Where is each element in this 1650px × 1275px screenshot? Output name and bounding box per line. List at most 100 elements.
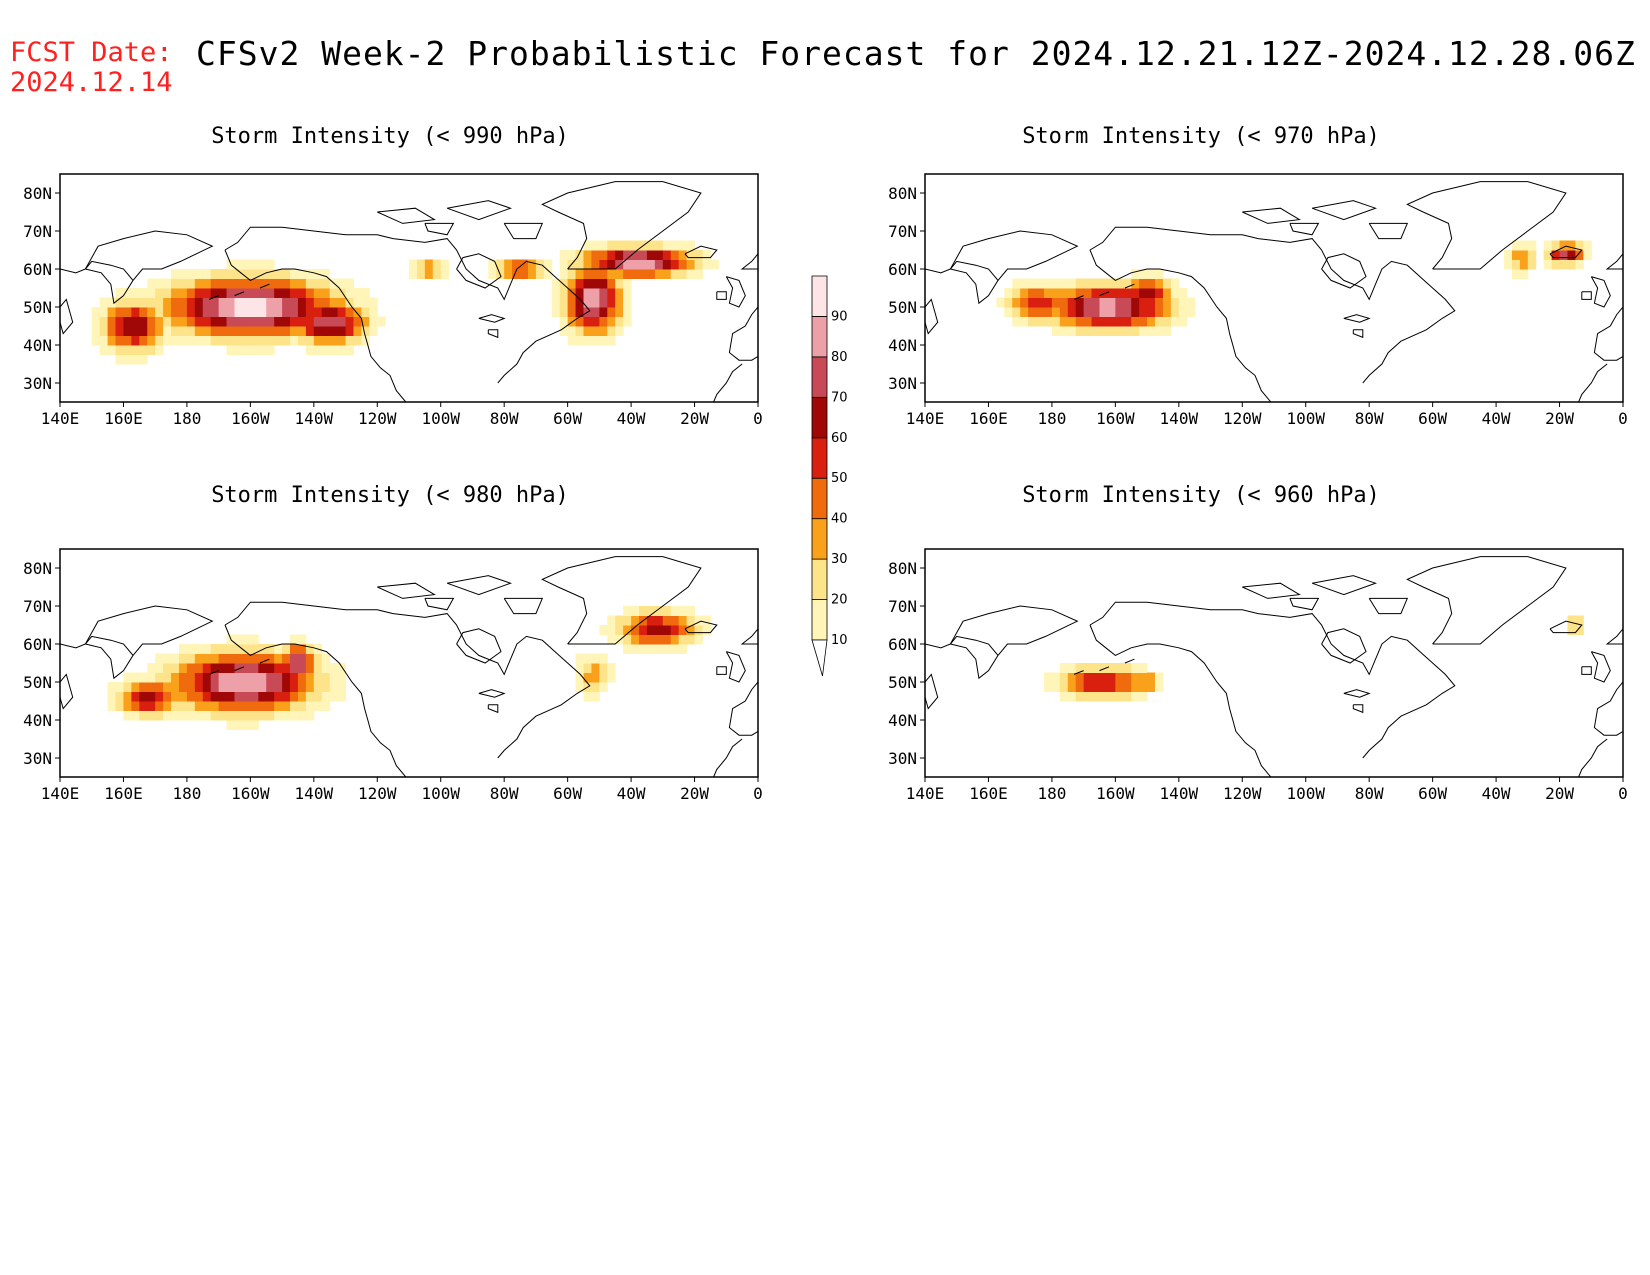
- lon-label: 60W: [1418, 409, 1447, 428]
- map-panel-1: 80N 70N 60N 50N 40N 30N 140E 160E 180 160W 140W 120…: [23, 173, 763, 428]
- prob-cell: [1043, 278, 1053, 289]
- colorbar-label: 30: [831, 552, 848, 567]
- prob-cell: [1091, 297, 1100, 308]
- prob-cell: [123, 691, 132, 702]
- prob-cell: [210, 691, 220, 702]
- prob-cell: [1051, 672, 1061, 683]
- prob-cell: [1067, 682, 1077, 692]
- prob-cell: [107, 316, 117, 327]
- coastline: [925, 673, 939, 710]
- lat-label: 60N: [23, 260, 52, 279]
- prob-cell: [361, 288, 370, 298]
- prob-cell: [1099, 663, 1108, 673]
- prob-cell: [1147, 278, 1156, 289]
- prob-cell: [266, 644, 275, 654]
- prob-cell: [242, 259, 251, 270]
- prob-cell: [139, 335, 148, 346]
- prob-cell: [1551, 259, 1561, 270]
- prob-cell: [202, 710, 212, 721]
- prob-cell: [1504, 259, 1513, 270]
- coastline: [1581, 291, 1592, 300]
- prob-cell: [496, 269, 505, 279]
- coastline: [1343, 689, 1371, 698]
- prob-cell: [266, 345, 275, 355]
- prob-cell: [305, 307, 315, 317]
- prob-cell: [1186, 297, 1196, 308]
- prob-cell: [337, 307, 347, 317]
- prob-cell: [99, 307, 109, 317]
- prob-cell: [202, 691, 212, 702]
- prob-cell: [615, 278, 624, 289]
- coastline: [1593, 306, 1623, 361]
- prob-cell: [1543, 259, 1553, 270]
- prob-cell: [1075, 307, 1085, 317]
- prob-cell: [139, 354, 148, 365]
- prob-cell: [178, 682, 188, 692]
- prob-cell: [591, 326, 600, 336]
- coastline: [1406, 181, 1567, 270]
- prob-cell: [1559, 250, 1568, 260]
- prob-cell: [1559, 259, 1568, 270]
- coastline: [1590, 651, 1611, 683]
- prob-cell: [1067, 307, 1077, 317]
- prob-cell: [1083, 326, 1093, 336]
- colorbar-label: 80: [831, 350, 848, 365]
- prob-cell: [654, 250, 664, 260]
- prob-cell: [234, 682, 243, 692]
- prob-cell: [250, 316, 259, 327]
- prob-cell: [147, 710, 156, 721]
- prob-cell: [639, 644, 648, 654]
- prob-cell: [520, 259, 529, 270]
- prob-cell: [623, 644, 632, 654]
- prob-cell: [107, 701, 117, 711]
- prob-cell: [1020, 297, 1029, 308]
- prob-cell: [226, 335, 235, 346]
- coastline: [1089, 601, 1456, 759]
- prob-cell: [1091, 672, 1100, 683]
- prob-cell: [163, 653, 172, 664]
- prob-cell: [1162, 297, 1172, 308]
- prob-cell: [1559, 240, 1568, 251]
- prob-cell: [591, 240, 600, 251]
- prob-cell: [599, 316, 608, 327]
- lon-label: 0: [1618, 409, 1628, 428]
- prob-cell: [202, 326, 212, 336]
- prob-cell: [155, 345, 164, 355]
- prob-cell: [1139, 691, 1148, 702]
- prob-cell: [1162, 278, 1172, 289]
- colorbar-segment: [811, 477, 828, 520]
- coastline: [377, 582, 436, 599]
- prob-cell: [186, 691, 196, 702]
- prob-cell: [242, 710, 251, 721]
- coastline: [478, 689, 506, 698]
- prob-cell: [210, 682, 220, 692]
- prob-cell: [639, 625, 648, 635]
- prob-cell: [623, 307, 632, 317]
- prob-cell: [234, 335, 243, 346]
- prob-cell: [1099, 307, 1108, 317]
- coastline: [728, 681, 758, 736]
- prob-cell: [274, 653, 283, 664]
- prob-cell: [527, 269, 537, 279]
- prob-cell: [1028, 297, 1037, 308]
- prob-cell: [1067, 663, 1077, 673]
- prob-cell: [1020, 278, 1029, 289]
- prob-cell: [250, 691, 259, 702]
- prob-cell: [615, 316, 624, 327]
- prob-cell: [242, 701, 251, 711]
- prob-cell: [337, 278, 347, 289]
- prob-cell: [178, 663, 188, 673]
- prob-cell: [361, 326, 370, 336]
- prob-cell: [155, 663, 164, 673]
- prob-cell: [163, 326, 172, 336]
- prob-cell: [290, 335, 299, 346]
- prob-cell: [686, 606, 696, 616]
- lon-label: 180: [172, 409, 201, 428]
- prob-cell: [599, 269, 608, 279]
- prob-cell: [131, 672, 140, 683]
- prob-cell: [1115, 316, 1124, 327]
- prob-cell: [591, 269, 600, 279]
- prob-cell: [115, 335, 124, 346]
- prob-cell: [329, 288, 339, 298]
- prob-cell: [416, 269, 426, 279]
